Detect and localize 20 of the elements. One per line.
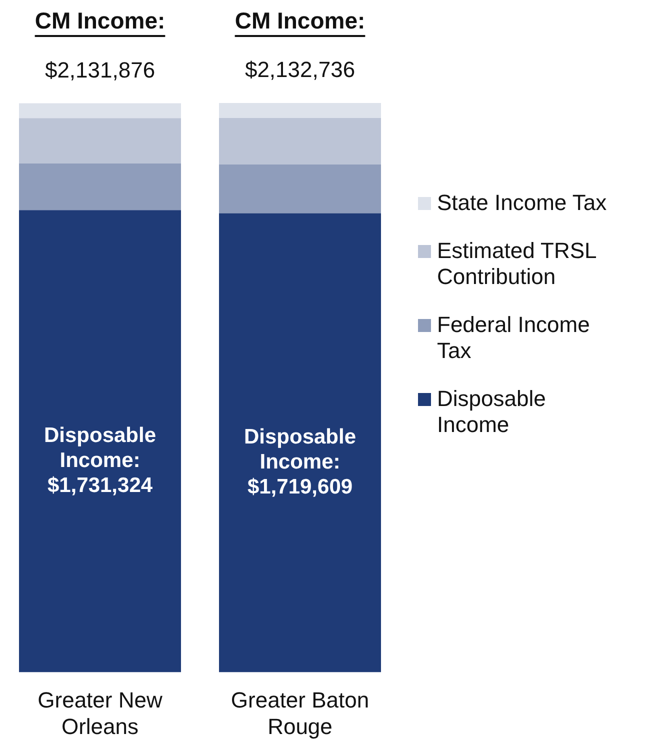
bar <box>19 118 181 164</box>
text: CM Income: <box>234 7 366 34</box>
bar <box>19 210 181 672</box>
total-label: $2,131,876 <box>44 57 156 82</box>
x-tick-label: Greater Baton Rouge <box>230 687 370 739</box>
total-label: $2,132,736 <box>244 57 356 82</box>
x-tick-label: Greater New Orleans <box>38 687 162 739</box>
legend-label: Federal Income Tax <box>437 312 591 364</box>
data-label: Disposable Income: $1,731,324 <box>44 424 156 497</box>
text: CM Income: <box>34 7 166 34</box>
legend-label: State Income Tax <box>437 190 607 216</box>
bar <box>219 103 381 118</box>
bar <box>219 118 381 164</box>
data-label: Disposable Income: $1,719,609 <box>244 426 356 499</box>
legend-label: Estimated TRSL Contribution <box>437 238 597 290</box>
bar <box>19 103 181 118</box>
bar <box>219 164 381 214</box>
bar <box>19 164 181 210</box>
legend-label: Disposable Income <box>437 386 547 438</box>
bar <box>219 213 381 672</box>
